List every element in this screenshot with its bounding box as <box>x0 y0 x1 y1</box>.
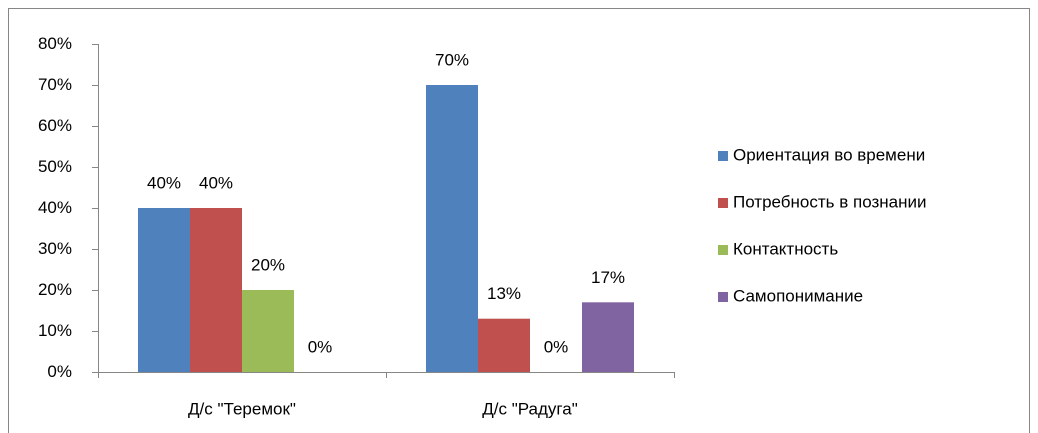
legend-swatch <box>718 245 728 255</box>
legend-swatch <box>718 198 728 208</box>
y-tick-label: 40% <box>38 198 72 217</box>
y-tick-label: 80% <box>38 34 72 53</box>
x-tick-label: Д/с "Теремок" <box>188 399 296 418</box>
data-label: 13% <box>487 284 521 303</box>
bar <box>138 208 190 372</box>
legend-label: Ориентация во времени <box>733 145 925 164</box>
legend-swatch <box>718 292 728 302</box>
y-tick-label: 30% <box>38 239 72 258</box>
bar <box>242 290 294 372</box>
data-label: 20% <box>251 255 285 274</box>
legend-label: Самопонимание <box>733 286 863 305</box>
legend-label: Потребность в познании <box>733 192 927 211</box>
legend-label: Контактность <box>733 239 838 258</box>
y-tick-label: 0% <box>47 362 72 381</box>
data-label: 0% <box>308 337 333 356</box>
bar <box>190 208 242 372</box>
y-tick-label: 10% <box>38 321 72 340</box>
bar <box>426 85 478 372</box>
y-tick-label: 70% <box>38 75 72 94</box>
bar <box>478 318 530 372</box>
data-label: 40% <box>199 173 233 192</box>
data-label: 70% <box>435 50 469 69</box>
data-label: 17% <box>591 268 625 287</box>
bar <box>582 302 634 372</box>
data-label: 40% <box>147 173 181 192</box>
y-tick-label: 50% <box>38 157 72 176</box>
x-tick-label: Д/с "Радуга" <box>482 399 577 418</box>
data-label: 0% <box>544 337 569 356</box>
y-tick-label: 20% <box>38 280 72 299</box>
legend-swatch <box>718 151 728 161</box>
y-tick-label: 60% <box>38 116 72 135</box>
